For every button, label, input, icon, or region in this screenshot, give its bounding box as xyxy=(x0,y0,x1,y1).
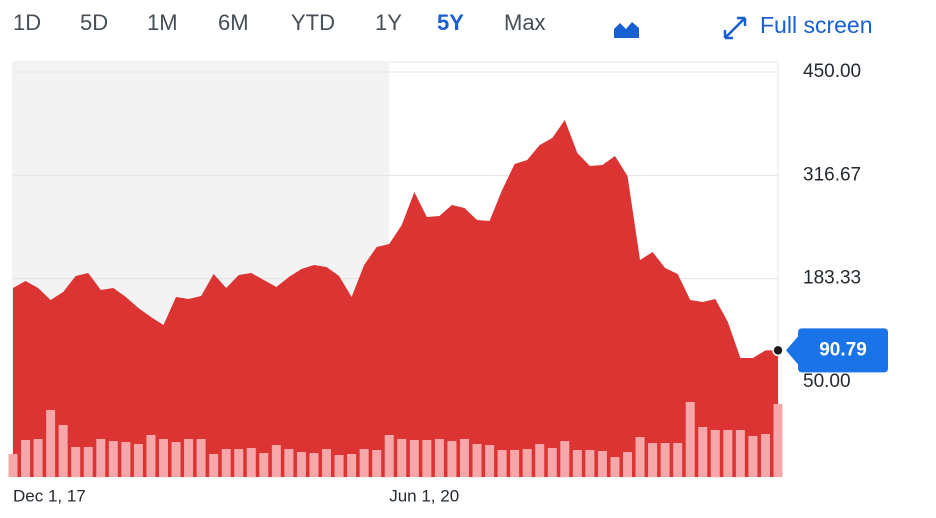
volume-bar xyxy=(171,442,181,477)
volume-bar xyxy=(723,430,733,477)
range-tabs: 1D 5D 1M 6M YTD 1Y 5Y Max xyxy=(13,10,546,35)
volume-bar xyxy=(535,444,545,477)
volume-bar xyxy=(334,455,344,477)
volume-bar xyxy=(447,441,457,477)
volume-bar xyxy=(773,404,783,477)
volume-bar xyxy=(234,449,244,477)
volume-bar xyxy=(309,453,319,477)
volume-bar xyxy=(660,443,670,477)
y-tick-label: 183.33 xyxy=(803,268,861,289)
area-icon[interactable] xyxy=(614,22,639,38)
y-tick-label: 450.00 xyxy=(803,61,861,82)
range-tab[interactable]: 1Y xyxy=(375,10,402,35)
volume-bar xyxy=(610,457,620,477)
volume-bar xyxy=(560,441,570,477)
volume-bar xyxy=(409,440,419,477)
last-price-label: 90.79 xyxy=(819,339,867,360)
volume-bar xyxy=(685,402,695,477)
volume-bar xyxy=(58,425,68,477)
volume-bar xyxy=(96,439,106,477)
volume-bar xyxy=(196,439,206,477)
volume-bar xyxy=(296,452,306,477)
last-price-dot xyxy=(772,344,784,357)
plot xyxy=(8,62,783,477)
y-tick-label: 316.67 xyxy=(803,164,861,185)
volume-bar xyxy=(384,435,394,477)
volume-bar xyxy=(635,437,645,477)
price-badge xyxy=(786,328,888,373)
range-tab[interactable]: 5D xyxy=(80,10,108,35)
volume-bar xyxy=(146,435,156,477)
volume-bar xyxy=(322,449,332,477)
volume-bar xyxy=(158,439,168,477)
volume-bar xyxy=(472,444,482,477)
volume-bar xyxy=(585,450,595,477)
range-tab[interactable]: Max xyxy=(504,10,546,35)
volume-bar xyxy=(434,439,444,477)
x-tick-label: Jun 1, 20 xyxy=(389,486,459,505)
range-tab[interactable]: 5Y xyxy=(437,10,464,35)
volume-bar xyxy=(698,427,708,477)
volume-bar xyxy=(271,445,281,477)
volume-bar xyxy=(33,439,43,477)
volume-bar xyxy=(359,449,369,477)
range-tab[interactable]: 6M xyxy=(218,10,249,35)
range-tab[interactable]: YTD xyxy=(291,10,335,35)
fullscreen-button[interactable]: Full screen xyxy=(723,12,872,40)
range-tab[interactable]: 1D xyxy=(13,10,41,35)
volume-bar xyxy=(284,449,294,477)
volume-bar xyxy=(46,410,56,477)
chart-type-icon[interactable] xyxy=(614,22,639,38)
fullscreen-label[interactable]: Full screen xyxy=(760,12,872,38)
volume-bar xyxy=(459,439,469,477)
volume-bar xyxy=(397,439,407,477)
volume-bar xyxy=(597,451,607,477)
volume-bar xyxy=(259,453,269,477)
volume-bar xyxy=(121,442,131,477)
volume-bar xyxy=(748,436,758,477)
x-tick-label: Dec 1, 17 xyxy=(13,486,86,505)
volume-bar xyxy=(83,447,93,477)
volume-bar xyxy=(547,448,557,477)
volume-bar xyxy=(522,449,532,477)
price-area xyxy=(13,119,778,477)
volume-bar xyxy=(372,450,382,477)
volume-bar xyxy=(221,449,231,477)
volume-bar xyxy=(209,454,219,477)
volume-bar xyxy=(572,450,582,477)
volume-bar xyxy=(246,448,256,477)
volume-bar xyxy=(510,450,520,477)
volume-bar xyxy=(184,439,194,477)
volume-bar xyxy=(497,450,507,477)
volume-bar xyxy=(8,454,18,477)
volume-bar xyxy=(133,444,143,477)
fullscreen-icon[interactable] xyxy=(723,16,747,40)
volume-bar xyxy=(673,443,683,477)
volume-bar xyxy=(735,430,745,477)
y-tick-label: 50.00 xyxy=(803,371,851,392)
volume-bar xyxy=(422,440,432,477)
volume-bar xyxy=(347,454,357,477)
volume-bar xyxy=(648,443,658,477)
volume-bar xyxy=(710,430,720,477)
volume-bar xyxy=(71,447,81,477)
volume-bar xyxy=(485,445,495,477)
range-tab[interactable]: 1M xyxy=(147,10,178,35)
volume-bar xyxy=(623,452,633,477)
volume-bar xyxy=(108,441,118,477)
volume-bar xyxy=(21,440,31,477)
volume-bar xyxy=(760,434,770,477)
